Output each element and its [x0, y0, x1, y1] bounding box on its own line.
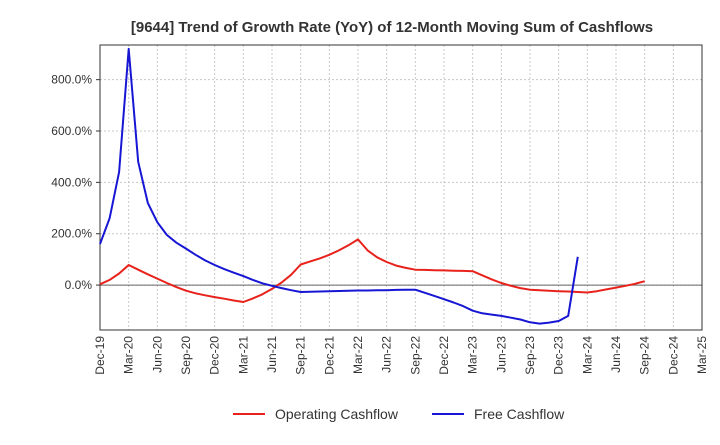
x-tick-label: Sep-22 [408, 336, 422, 375]
y-tick-label: 200.0% [51, 227, 92, 241]
series-line-free-cashflow [99, 47, 579, 325]
x-tick-label: Sep-24 [638, 336, 652, 375]
x-tick-label: Jun-20 [150, 336, 164, 373]
y-tick-label: 800.0% [51, 73, 92, 87]
y-tick-label: 600.0% [51, 124, 92, 138]
y-tick-label: 0.0% [65, 278, 93, 292]
x-tick-label: Dec-21 [322, 336, 336, 375]
y-tick-label: 400.0% [51, 175, 92, 189]
x-tick-label: Dec-19 [93, 336, 107, 375]
x-tick-label: Sep-20 [179, 336, 193, 375]
x-tick-label: Mar-21 [236, 336, 250, 374]
x-tick-label: Mar-22 [351, 336, 365, 374]
legend-label: Free Cashflow [474, 406, 565, 422]
x-tick-label: Dec-23 [552, 336, 566, 375]
legend: Operating Cashflow Free Cashflow [233, 406, 565, 422]
x-tick-label: Mar-24 [580, 336, 594, 374]
x-tick-label: Dec-22 [437, 336, 451, 375]
x-tick-label: Dec-24 [666, 336, 680, 375]
x-tick-label: Jun-23 [494, 336, 508, 373]
chart-title: [9644] Trend of Growth Rate (YoY) of 12-… [131, 19, 653, 36]
x-tick-label: Jun-24 [609, 336, 623, 373]
x-tick-label: Mar-25 [695, 336, 709, 374]
x-tick-label: Jun-21 [265, 336, 279, 373]
x-tick-label: Dec-20 [208, 336, 222, 375]
x-tick-label: Mar-20 [122, 336, 136, 374]
x-tick-label: Sep-21 [294, 336, 308, 375]
x-tick-label: Sep-23 [523, 336, 537, 375]
plot-frame [99, 44, 703, 331]
axes: Dec-19 Mar-20 Jun-20 Sep-20 Dec-20 Mar-21 Jun-… [51, 44, 709, 375]
grid-lines [99, 45, 703, 330]
legend-label: Operating Cashflow [275, 406, 399, 422]
series-lines [99, 47, 645, 325]
series-line-operating-cashflow [99, 238, 645, 303]
x-tick-label: Mar-23 [466, 336, 480, 374]
x-tick-label: Jun-22 [380, 336, 394, 373]
